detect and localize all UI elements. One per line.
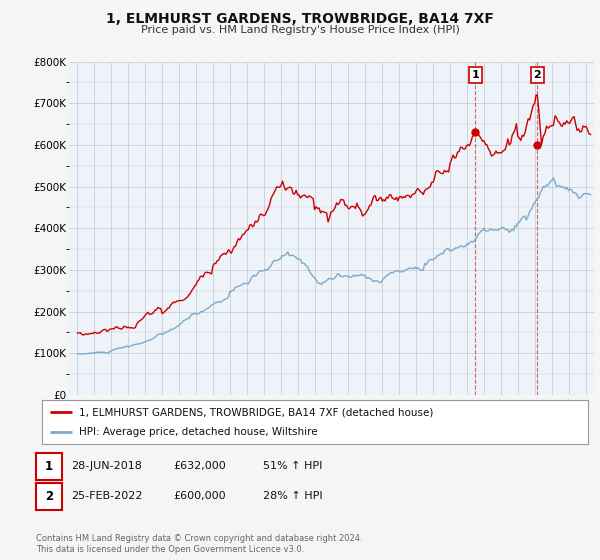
Text: HPI: Average price, detached house, Wiltshire: HPI: Average price, detached house, Wilt… xyxy=(79,427,318,437)
Text: £600,000: £600,000 xyxy=(173,491,226,501)
Text: £632,000: £632,000 xyxy=(173,461,226,472)
Text: 28-JUN-2018: 28-JUN-2018 xyxy=(71,461,142,472)
Text: 28% ↑ HPI: 28% ↑ HPI xyxy=(263,491,323,501)
Text: 1: 1 xyxy=(472,70,479,80)
Text: This data is licensed under the Open Government Licence v3.0.: This data is licensed under the Open Gov… xyxy=(36,545,304,554)
Text: 2: 2 xyxy=(45,489,53,503)
Text: 25-FEB-2022: 25-FEB-2022 xyxy=(71,491,143,501)
Text: 1, ELMHURST GARDENS, TROWBRIDGE, BA14 7XF: 1, ELMHURST GARDENS, TROWBRIDGE, BA14 7X… xyxy=(106,12,494,26)
Text: 1: 1 xyxy=(45,460,53,473)
Text: 51% ↑ HPI: 51% ↑ HPI xyxy=(263,461,323,472)
Text: 2: 2 xyxy=(533,70,541,80)
Text: 1, ELMHURST GARDENS, TROWBRIDGE, BA14 7XF (detached house): 1, ELMHURST GARDENS, TROWBRIDGE, BA14 7X… xyxy=(79,407,434,417)
Text: Contains HM Land Registry data © Crown copyright and database right 2024.: Contains HM Land Registry data © Crown c… xyxy=(36,534,362,543)
Text: Price paid vs. HM Land Registry's House Price Index (HPI): Price paid vs. HM Land Registry's House … xyxy=(140,25,460,35)
